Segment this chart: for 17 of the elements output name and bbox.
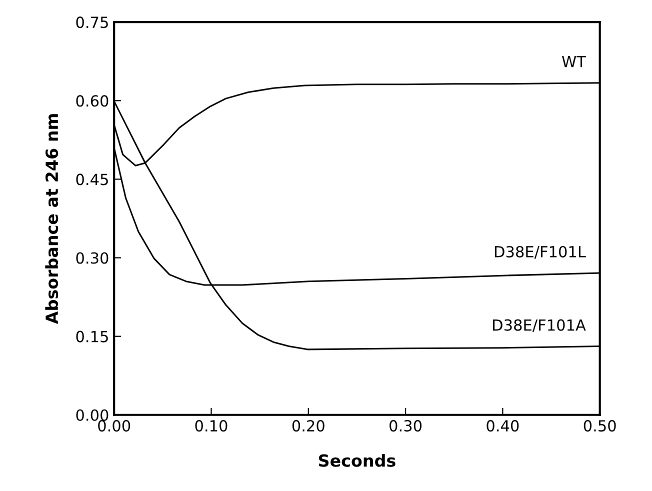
x-axis-title: Seconds — [318, 454, 396, 467]
x-tick-label: 0.30 — [390, 420, 422, 432]
x-tick-label: 0.50 — [584, 420, 616, 432]
y-tick-label: 0.30 — [76, 252, 108, 264]
x-tick-label: 0.20 — [292, 420, 324, 432]
series-label: D38E/F101L — [494, 246, 586, 259]
x-tick-label: 0.10 — [195, 420, 228, 432]
y-tick-label: 0.15 — [76, 330, 108, 342]
x-tick-label: 0.00 — [98, 420, 130, 432]
series-label: D38E/F101A — [493, 319, 586, 332]
y-tick-label: 0.00 — [76, 409, 108, 421]
y-tick-label: 0.75 — [76, 16, 108, 28]
x-tick-label: 0.40 — [486, 420, 519, 432]
y-tick-label: 0.60 — [76, 95, 108, 107]
y-tick-label: 0.45 — [76, 174, 108, 186]
y-axis-title: Absorbance at 246 nm — [45, 114, 58, 324]
series-label: WT — [562, 56, 586, 68]
